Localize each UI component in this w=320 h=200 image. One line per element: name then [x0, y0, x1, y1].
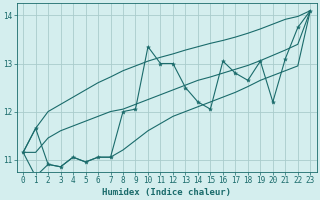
X-axis label: Humidex (Indice chaleur): Humidex (Indice chaleur)	[102, 188, 231, 197]
